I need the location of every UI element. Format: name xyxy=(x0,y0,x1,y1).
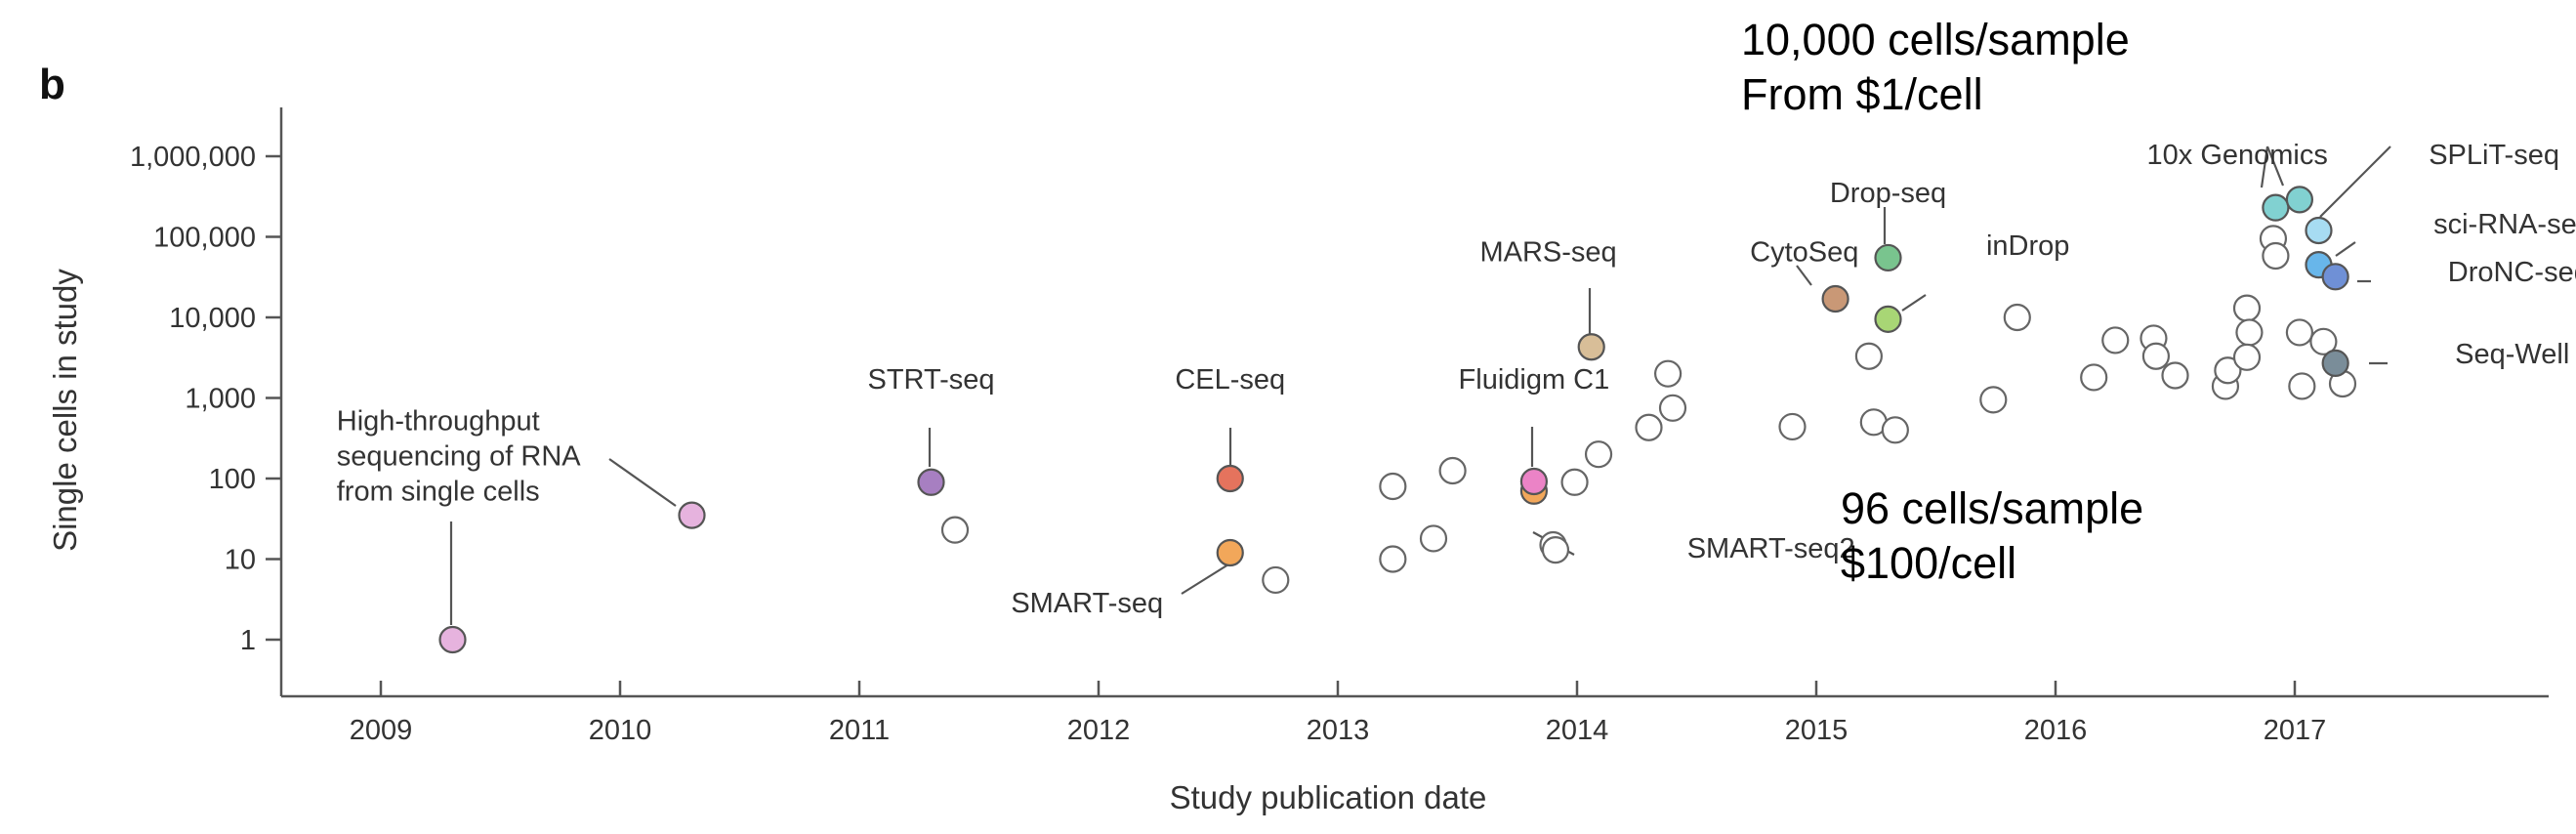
y-axis-title: Single cells in study xyxy=(47,269,83,552)
point-label: STRT-seq xyxy=(867,364,994,396)
point-label: MARS-seq xyxy=(1479,236,1616,268)
data-point xyxy=(2141,342,2170,370)
y-tick-label: 10 xyxy=(225,545,256,576)
point-label: SMART-seq2 xyxy=(1687,533,1855,564)
point-label: inDrop xyxy=(1986,230,2069,262)
data-point xyxy=(2235,318,2264,347)
x-tick-label: 2015 xyxy=(1785,715,1849,746)
data-point xyxy=(2214,356,2242,385)
data-point-highlighted xyxy=(2305,216,2333,245)
data-point-highlighted xyxy=(1874,305,1902,333)
x-ticks: 2009 2010 2011 2012 2013 2014 2015 2016 2017 xyxy=(350,681,2327,746)
x-axis-title: Study publication date xyxy=(1170,779,1487,815)
data-point xyxy=(1262,565,1290,595)
data-point xyxy=(1419,524,1448,553)
data-point xyxy=(2080,363,2108,392)
point-label: High-throughput sequencing of RNA from sin… xyxy=(337,405,582,507)
data-point xyxy=(2101,326,2130,354)
data-point xyxy=(2262,241,2290,271)
data-point-highlighted xyxy=(678,501,706,529)
y-tick-label: 1,000 xyxy=(185,384,256,415)
y-tick-label: 100 xyxy=(209,464,256,495)
point-label: CytoSeq xyxy=(1750,236,1858,268)
data-point-highlighted xyxy=(438,625,467,654)
data-points xyxy=(438,186,2357,654)
data-point-highlighted xyxy=(1577,333,1605,361)
data-point xyxy=(1658,394,1687,422)
panel-label: b xyxy=(39,61,65,108)
point-label: Drop-seq xyxy=(1830,178,1946,209)
cost-annotation: 96 cells/sample $100/cell xyxy=(1841,483,2143,588)
x-tick-label: 2012 xyxy=(1067,715,1131,746)
x-tick-label: 2009 xyxy=(350,715,413,746)
data-point xyxy=(1560,468,1589,496)
leader-line xyxy=(1901,294,1927,312)
data-point-highlighted xyxy=(1821,284,1849,313)
y-ticks: 1 10 100 1,000 10,000 100,000 1,000,000 xyxy=(130,142,281,656)
point-label: Seq-Well xyxy=(2455,339,2569,370)
data-point xyxy=(1635,413,1663,441)
cost-annotation: 10,000 cells/sample From $1/cell xyxy=(1741,15,2130,119)
data-point-highlighted xyxy=(1216,538,1244,567)
point-label: SPLiT-seq xyxy=(2429,140,2559,171)
data-point-highlighted xyxy=(1519,467,1549,496)
leader-line xyxy=(1181,563,1229,595)
y-tick-label: 100,000 xyxy=(153,223,256,254)
leader-line xyxy=(2335,241,2356,257)
data-point xyxy=(2161,361,2189,390)
data-point xyxy=(1541,535,1570,564)
data-point xyxy=(2232,343,2262,371)
leader-line xyxy=(2319,146,2391,218)
y-tick-label: 1 xyxy=(240,625,256,656)
data-point xyxy=(1778,412,1807,441)
data-point xyxy=(1584,440,1613,469)
data-point xyxy=(1854,342,1884,370)
data-point-highlighted xyxy=(1216,464,1244,493)
data-point xyxy=(2003,303,2031,332)
data-point xyxy=(940,516,970,544)
data-point xyxy=(2309,327,2338,355)
leader-line xyxy=(2265,146,2285,187)
data-point xyxy=(2288,372,2316,400)
data-point xyxy=(1438,456,1467,485)
data-point xyxy=(1881,416,1909,444)
x-tick-label: 2016 xyxy=(2024,715,2088,746)
leader-line xyxy=(608,458,677,507)
data-point-highlighted xyxy=(917,468,945,496)
data-point-highlighted xyxy=(1874,243,1902,272)
data-point-highlighted xyxy=(2285,186,2313,214)
y-tick-label: 1,000,000 xyxy=(130,142,256,173)
y-tick-label: 10,000 xyxy=(169,303,256,334)
point-label: DroNC-seq xyxy=(2448,257,2576,288)
point-labels: High-throughput sequencing of RNA from sin… xyxy=(337,140,2576,619)
data-point xyxy=(2285,318,2313,347)
leader-line xyxy=(2260,146,2269,188)
leader-line xyxy=(1796,265,1812,286)
data-point xyxy=(1379,472,1407,501)
point-label: Fluidigm C1 xyxy=(1459,364,1610,396)
data-point-highlighted xyxy=(2262,193,2290,222)
point-label: sci-RNA-seq xyxy=(2433,209,2576,240)
point-label: CEL-seq xyxy=(1175,364,1285,396)
data-point xyxy=(1379,545,1407,573)
data-point-highlighted xyxy=(2321,263,2349,291)
data-point xyxy=(1653,359,1683,388)
data-point xyxy=(2232,294,2262,322)
annotations: 10,000 cells/sample From $1/cell 96 cells/… xyxy=(1741,15,2143,588)
point-label: SMART-seq xyxy=(1011,588,1163,619)
data-point-highlighted xyxy=(2321,349,2349,378)
x-tick-label: 2017 xyxy=(2264,715,2327,746)
x-tick-label: 2014 xyxy=(1546,715,1609,746)
x-tick-label: 2013 xyxy=(1307,715,1370,746)
point-label: 10x Genomics xyxy=(2147,140,2328,171)
x-tick-label: 2010 xyxy=(589,715,652,746)
x-tick-label: 2011 xyxy=(829,715,890,746)
leader-lines xyxy=(449,146,2391,625)
data-point xyxy=(1979,386,2008,414)
